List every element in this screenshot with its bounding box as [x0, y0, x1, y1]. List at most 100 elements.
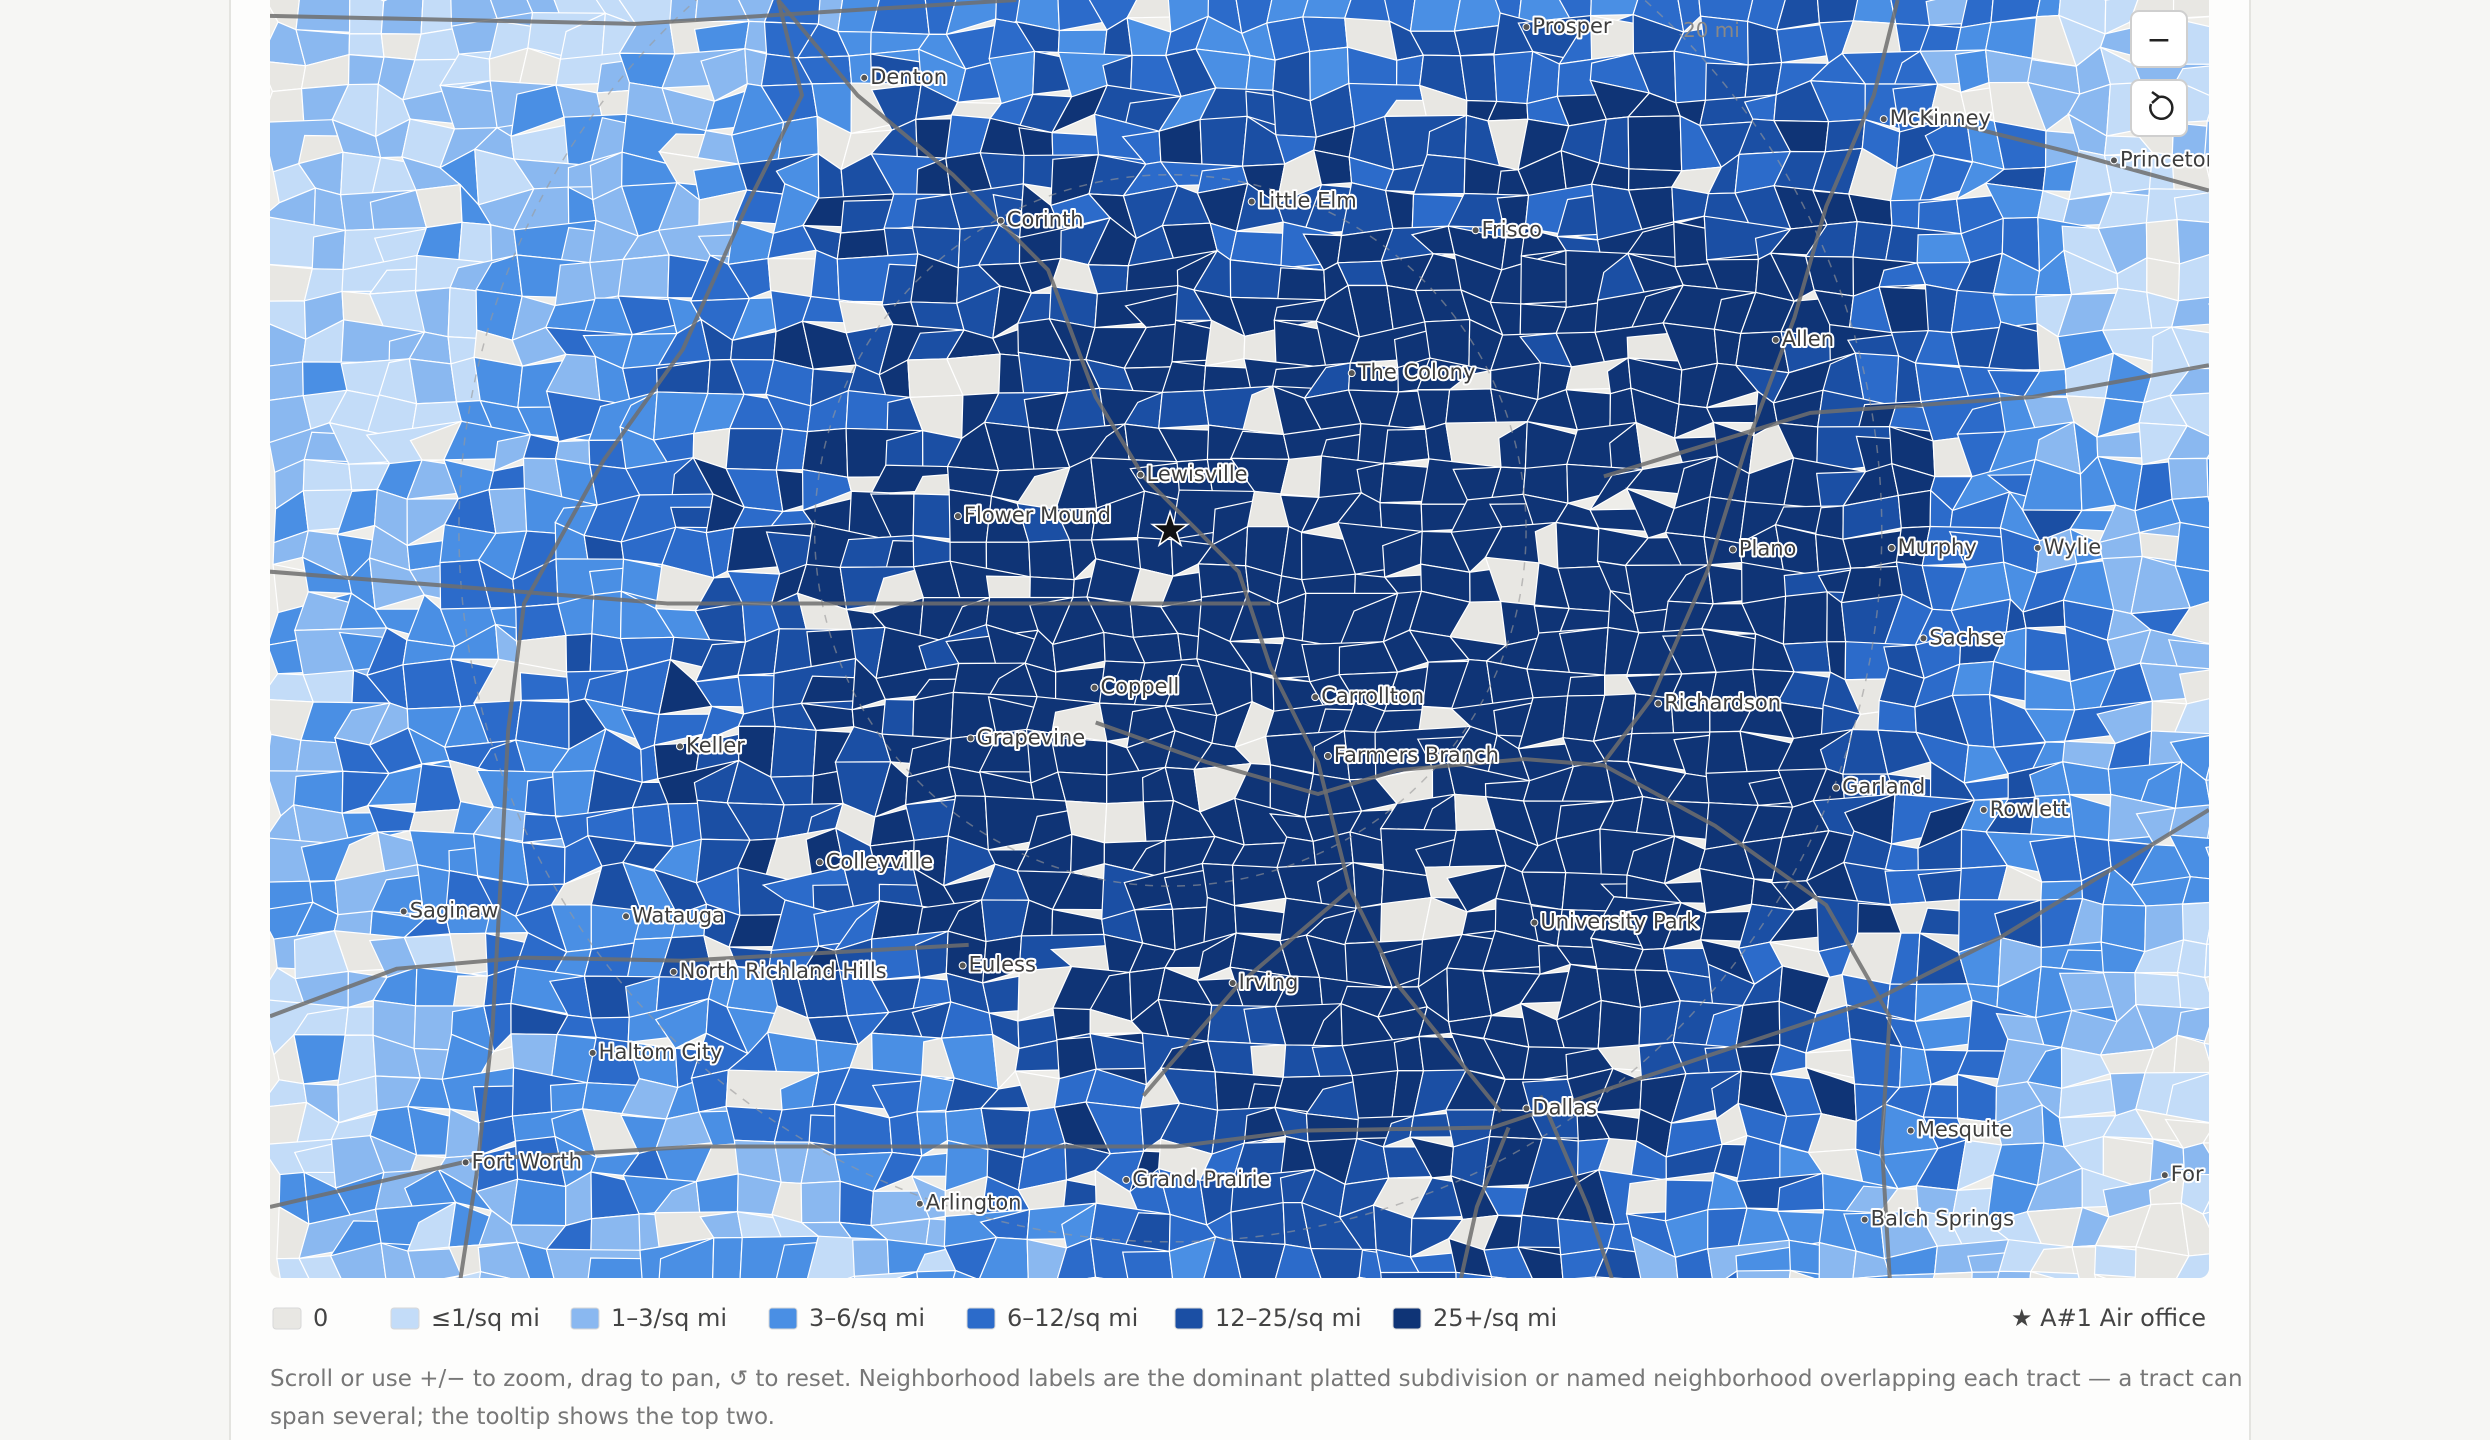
tract	[1852, 0, 1897, 25]
tract	[1018, 127, 1054, 161]
tract	[725, 427, 784, 471]
place-label: Arlington	[926, 1191, 1022, 1215]
legend-swatch	[1392, 1307, 1422, 1330]
place-dot	[2160, 1171, 2169, 1180]
legend-swatch	[966, 1307, 996, 1330]
place-dot	[1122, 1175, 1131, 1184]
place-dot	[1247, 197, 1256, 206]
tract	[1157, 390, 1210, 429]
place-dot	[1522, 22, 1531, 31]
place-dot	[1228, 978, 1237, 987]
legend-label: 1–3/sq mi	[611, 1304, 727, 1332]
place-label: Coppell	[1100, 675, 1179, 699]
place-label: Rowlett	[1990, 797, 2069, 821]
place-dot	[622, 912, 631, 921]
tracts	[270, 0, 2209, 1278]
office-marker[interactable]: ★	[1151, 506, 1190, 555]
legend-swatch	[570, 1307, 600, 1330]
place-label: University Park	[1540, 910, 1699, 934]
tract	[801, 427, 849, 478]
tract	[380, 33, 422, 61]
place-label: Grapevine	[977, 725, 1086, 749]
place-label: North Richland Hills	[680, 959, 887, 983]
tract	[2170, 290, 2209, 328]
place-dot	[1471, 226, 1480, 235]
place-label: Sachse	[1929, 625, 2004, 649]
button-frame	[2130, 79, 2188, 137]
tract	[617, 254, 670, 299]
place-dot	[1728, 545, 1737, 554]
legend-label: 3–6/sq mi	[809, 1304, 925, 1332]
reset-button[interactable]	[2130, 79, 2188, 137]
tract	[2204, 938, 2209, 979]
tract	[2174, 565, 2209, 609]
place-dot	[1347, 369, 1356, 378]
tract	[510, 1178, 567, 1227]
tract	[2176, 218, 2209, 271]
tract	[631, 803, 674, 848]
tract	[1704, 62, 1749, 103]
place-label: Irving	[1239, 970, 1299, 994]
place-label: Farmers Branch	[1334, 743, 1499, 767]
tract	[770, 725, 817, 778]
tract	[302, 458, 353, 492]
tract	[2174, 521, 2209, 579]
tract	[1849, 1038, 1903, 1089]
legend-swatch	[768, 1307, 798, 1330]
tract	[473, 356, 524, 409]
place-label: Richardson	[1664, 690, 1781, 714]
place-dot	[669, 967, 678, 976]
tract	[1302, 16, 1349, 53]
place-label: Flower Mound	[964, 503, 1111, 527]
place-label: Wylie	[2044, 535, 2101, 559]
tract	[2170, 326, 2209, 371]
tract	[2167, 589, 2209, 649]
note-line: span several; the tooltip shows the top …	[270, 1404, 775, 1430]
tract	[488, 487, 528, 535]
tract	[888, 1111, 923, 1157]
zoom-out-button[interactable]: −	[2130, 10, 2188, 68]
place-label: Keller	[686, 733, 745, 757]
place-dot	[815, 858, 824, 867]
tract	[2205, 800, 2209, 849]
place-label: Mesquite	[1917, 1118, 2013, 1142]
map[interactable]: Denton Prosper McKinney Princeton Corinth Lit…	[257, 0, 2262, 1327]
place-dot	[1860, 1215, 1869, 1224]
place-dot	[1090, 683, 1099, 692]
place-label: Plano	[1739, 536, 1797, 560]
tract	[1351, 1069, 1399, 1125]
legend-label: 6–12/sq mi	[1007, 1304, 1138, 1332]
place-label: McKinney	[1890, 106, 1991, 130]
legend-label: 0	[313, 1304, 328, 1332]
place-dot	[1879, 115, 1888, 124]
place-dot	[953, 512, 962, 521]
place-dot	[2033, 543, 2042, 552]
place-dot	[1136, 470, 1145, 479]
tract	[1199, 115, 1248, 172]
tract	[2168, 367, 2209, 402]
tract	[800, 1180, 841, 1224]
tract	[2145, 218, 2181, 265]
legend-label: 12–25/sq mi	[1215, 1304, 1362, 1332]
place-dot	[1887, 543, 1896, 552]
place-dot	[1771, 335, 1780, 344]
tract	[2168, 800, 2209, 842]
place-label: Carrollton	[1321, 684, 1424, 708]
button-label: −	[2146, 23, 2171, 58]
place-dot	[399, 907, 408, 916]
place-label: Watauga	[632, 903, 725, 927]
tract	[2175, 63, 2209, 99]
tract	[1414, 289, 1471, 323]
place-label: Denton	[870, 65, 947, 89]
place-label: Frisco	[1482, 217, 1542, 241]
place-label: Haltom City	[599, 1040, 723, 1064]
tract	[2178, 668, 2209, 705]
place-dot	[1919, 634, 1928, 643]
place-label: Corinth	[1007, 208, 1084, 232]
legend-swatch	[1174, 1307, 1204, 1330]
tract	[311, 229, 346, 271]
place-label: Balch Springs	[1871, 1207, 2014, 1231]
tract	[2172, 0, 2209, 19]
tract	[2171, 122, 2209, 158]
